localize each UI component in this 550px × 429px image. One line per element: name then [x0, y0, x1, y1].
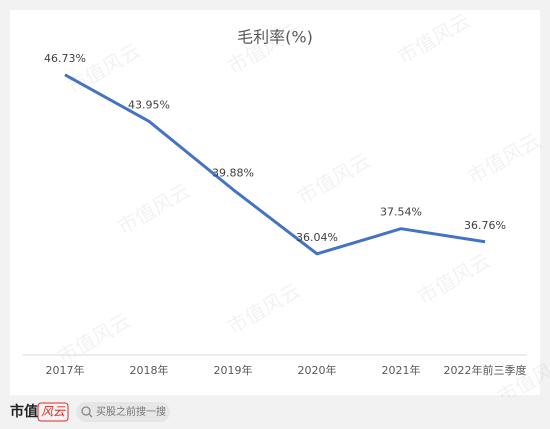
logo-accent: 风云	[41, 405, 66, 419]
data-label: 46.73%	[44, 52, 86, 65]
data-label: 43.95%	[128, 98, 170, 111]
search-text: 买股之前搜一搜	[96, 405, 166, 418]
data-label: 36.76%	[464, 219, 506, 232]
chart-card	[10, 10, 540, 395]
logo-box	[37, 402, 69, 422]
x-tick-label: 2020年	[298, 363, 337, 377]
logo: 市值	[10, 403, 38, 420]
line	[64, 73, 486, 256]
search-icon	[81, 406, 91, 416]
x-tick-label: 2021年	[382, 363, 421, 377]
chart-title: 毛利率(%)	[237, 28, 313, 47]
search-icon-handle	[88, 413, 93, 418]
x-tick-label: 2022年前三季度	[444, 363, 527, 377]
search-box[interactable]	[76, 402, 170, 422]
x-tick-label: 2019年	[214, 363, 253, 377]
data-label: 36.04%	[296, 231, 338, 244]
x-tick-label: 2018年	[130, 363, 169, 377]
data-label: 37.54%	[380, 206, 422, 219]
data-label: 39.88%	[212, 167, 254, 180]
x-tick-label: 2017年	[46, 363, 85, 377]
